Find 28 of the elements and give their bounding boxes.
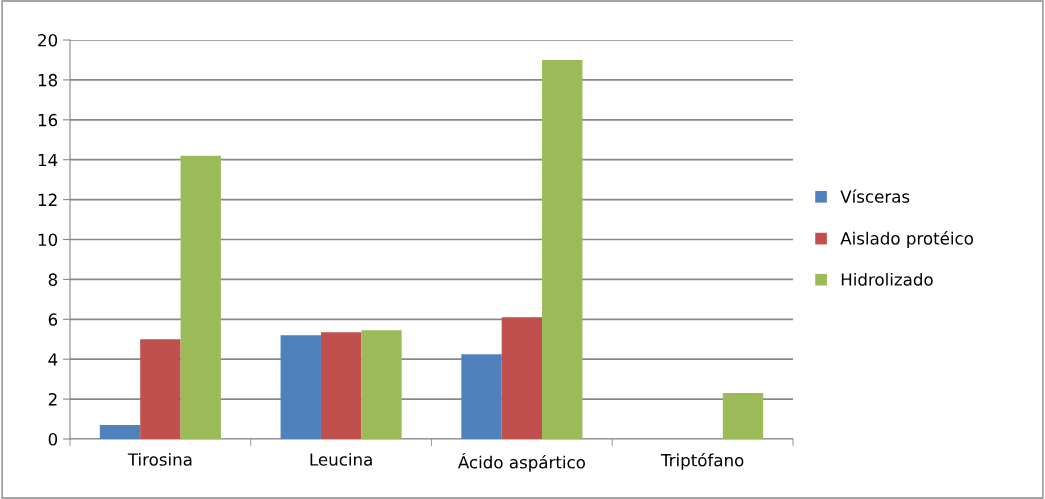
x-tick-label: Triptófano bbox=[660, 452, 744, 470]
bar bbox=[361, 330, 402, 439]
bar bbox=[542, 59, 583, 439]
y-tick-label: 0 bbox=[48, 432, 58, 446]
y-tick-label: 10 bbox=[38, 233, 58, 247]
bar bbox=[280, 335, 321, 439]
y-tick-label: 4 bbox=[48, 353, 58, 366]
bar bbox=[180, 155, 221, 439]
bar bbox=[320, 332, 362, 439]
x-tick-label: Leucina bbox=[310, 452, 372, 466]
y-tick-label: 16 bbox=[38, 113, 58, 127]
bar bbox=[722, 393, 764, 439]
y-tick-label: 14 bbox=[38, 153, 58, 167]
bar bbox=[99, 425, 141, 439]
bar bbox=[461, 354, 502, 439]
legend-label: Aislado protéico bbox=[840, 231, 973, 248]
y-tick-label: 18 bbox=[38, 73, 58, 87]
bar bbox=[501, 317, 543, 439]
legend-label: Hidrolizado bbox=[841, 272, 933, 286]
y-tick-label: 6 bbox=[48, 313, 58, 326]
y-tick-label: 20 bbox=[38, 33, 58, 47]
bar bbox=[140, 339, 181, 439]
x-tick-label: Tirosina bbox=[127, 452, 192, 466]
y-tick-label: 12 bbox=[38, 193, 57, 206]
x-tick-label: Ácido aspártico bbox=[457, 452, 585, 472]
y-tick-label: 2 bbox=[48, 393, 57, 406]
y-tick-label: 8 bbox=[48, 273, 58, 286]
legend-label: Vísceras bbox=[840, 189, 910, 203]
